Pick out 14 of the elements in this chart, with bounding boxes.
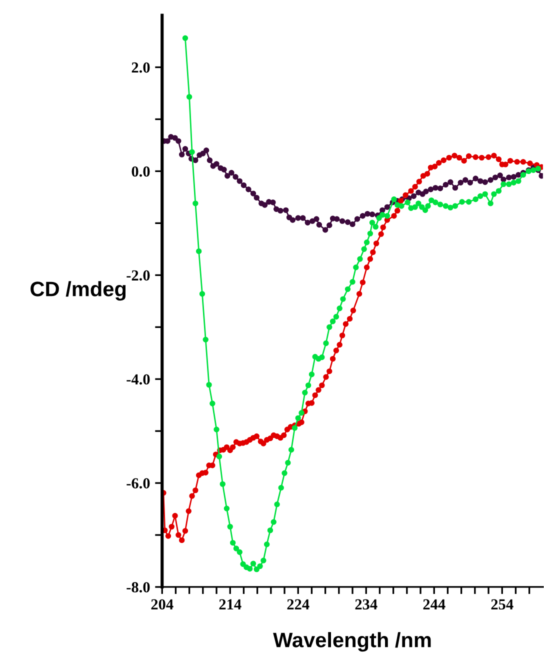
y-tick-label: -6.0 (126, 478, 150, 489)
x-tick-label: 214 (219, 599, 242, 610)
y-tick-label: 2.0 (132, 62, 150, 73)
y-tick-label: -2.0 (126, 270, 150, 281)
x-tick-label: 204 (151, 599, 174, 610)
y-tick-label: 0.0 (132, 166, 150, 177)
y-axis-title: CD /mdeg (30, 281, 126, 301)
x-tick-label: 254 (491, 599, 514, 610)
x-axis-title: Wavelength /nm (273, 632, 431, 652)
x-tick-label: 224 (287, 599, 310, 610)
y-tick-label: -4.0 (126, 374, 150, 385)
y-tick-label: -8.0 (126, 582, 150, 592)
x-tick-label: 234 (355, 599, 378, 610)
x-tick-label: 244 (423, 599, 446, 610)
